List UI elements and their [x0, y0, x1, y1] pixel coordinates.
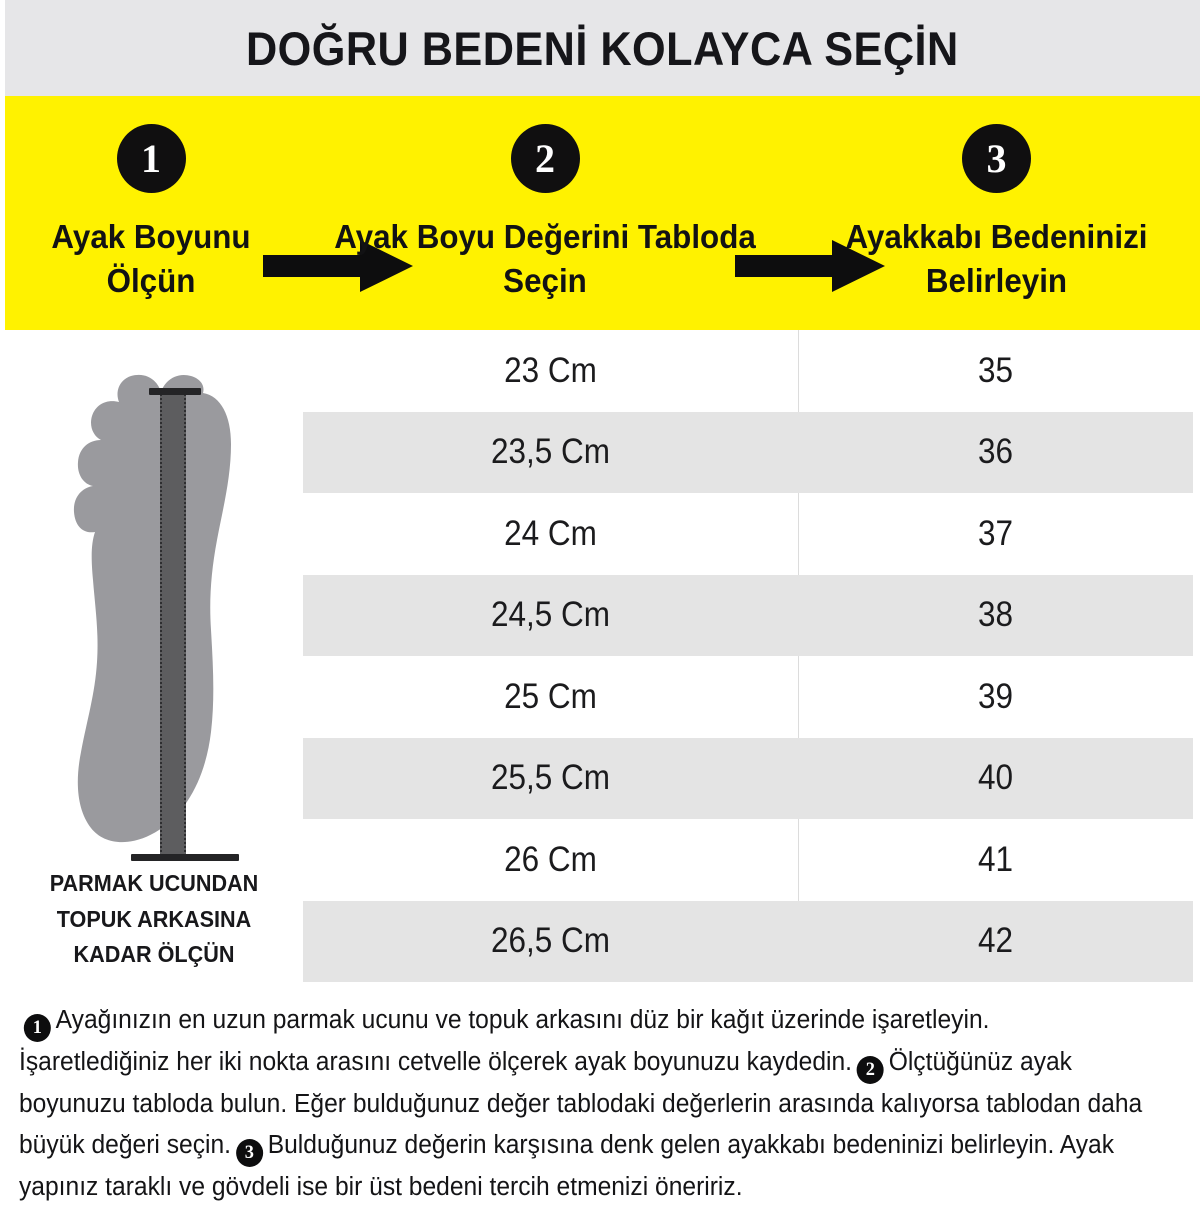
- table-row: 26,5 Cm 42: [303, 900, 1193, 983]
- cell-shoe-size: 39: [977, 676, 1014, 716]
- page-title: DOĞRU BEDENİ KOLAYCA SEÇİN: [246, 21, 959, 75]
- cell-foot-length: 23 Cm: [504, 350, 597, 390]
- size-table: 23 Cm 35 23,5 Cm 36 24 Cm 37 24,5 Cm 38 25 Cm 39 2…: [303, 330, 1193, 982]
- instruction-text-1: Ayağınızın en uzun parmak ucunu ve topuk…: [19, 1006, 990, 1076]
- table-row: 26 Cm 41: [303, 819, 1193, 901]
- instruction-badge-1: 1: [23, 1014, 51, 1042]
- measure-cap-top: [149, 388, 201, 395]
- column-divider: [798, 575, 799, 657]
- cell-shoe-size: 41: [977, 839, 1014, 879]
- page-header: DOĞRU BEDENİ KOLAYCA SEÇİN: [5, 0, 1200, 96]
- steps-band: 1 Ayak Boyunu Ölçün 2 Ayak Boyu Değerini…: [5, 96, 1200, 330]
- column-divider: [798, 738, 799, 820]
- foot-caption-line-2: TOPUK ARKASINA: [56, 905, 252, 932]
- column-divider: [798, 330, 799, 412]
- column-divider: [798, 493, 799, 575]
- step-3-badge: 3: [962, 124, 1031, 193]
- cell-shoe-size: 37: [977, 513, 1014, 553]
- footprint-icon: [73, 374, 231, 843]
- step-2-label: Ayak Boyu Değerini Tabloda Seçin: [334, 218, 756, 299]
- cell-shoe-size: 42: [977, 921, 1014, 961]
- instruction-badge-2: 2: [856, 1056, 884, 1084]
- table-row: 25 Cm 39: [303, 656, 1193, 738]
- cell-foot-length: 23,5 Cm: [490, 432, 611, 472]
- table-row: 24 Cm 37: [303, 493, 1193, 575]
- measure-cap-bottom: [131, 854, 239, 861]
- foot-caption-line-1: PARMAK UCUNDAN: [49, 870, 259, 896]
- cell-shoe-size: 36: [977, 432, 1014, 472]
- cell-shoe-size: 35: [977, 350, 1014, 390]
- step-1-badge: 1: [116, 124, 186, 193]
- column-divider: [798, 901, 799, 983]
- instruction-text-2: Ölçtüğünüz ayak boyunuzu tabloda bulun. …: [19, 1048, 1143, 1160]
- table-row: 23,5 Cm 36: [303, 411, 1193, 494]
- instruction-badge-3: 3: [235, 1139, 263, 1168]
- cell-shoe-size: 38: [977, 595, 1014, 635]
- foot-diagram: PARMAK UCUNDAN TOPUK ARKASINA KADAR ÖLÇÜ…: [5, 330, 303, 982]
- arrow-right-icon: [735, 240, 885, 292]
- cell-foot-length: 25 Cm: [504, 676, 597, 716]
- step-1: 1 Ayak Boyunu Ölçün: [5, 96, 297, 330]
- foot-caption: PARMAK UCUNDAN TOPUK ARKASINA KADAR ÖLÇÜ…: [14, 866, 294, 973]
- instructions-panel: 1 Ayağınızın en uzun parmak ucunu ve topu…: [5, 982, 1200, 1217]
- step-1-label: Ayak Boyunu Ölçün: [51, 218, 251, 299]
- step-2: 2 Ayak Boyu Değerini Tabloda Seçin: [297, 96, 793, 330]
- cell-foot-length: 24 Cm: [504, 513, 597, 553]
- table-row: 24,5 Cm 38: [303, 574, 1193, 657]
- column-divider: [798, 656, 799, 738]
- instruction-text-3: Bulduğunuz değerin karşısına denk gelen …: [19, 1131, 1115, 1202]
- step-3-label: Ayakkabı Bedeninizi Belirleyin: [845, 218, 1148, 299]
- footprint-measure-icon: [53, 358, 243, 861]
- step-3: 3 Ayakkabı Bedeninizi Belirleyin: [793, 96, 1200, 330]
- table-row: 25,5 Cm 40: [303, 737, 1193, 820]
- column-divider: [798, 412, 799, 494]
- cell-foot-length: 26 Cm: [504, 839, 597, 879]
- main-content: PARMAK UCUNDAN TOPUK ARKASINA KADAR ÖLÇÜ…: [5, 330, 1200, 982]
- foot-caption-line-3: KADAR ÖLÇÜN: [73, 941, 235, 968]
- cell-shoe-size: 40: [977, 758, 1014, 798]
- arrow-right-icon: [263, 240, 413, 292]
- cell-foot-length: 25,5 Cm: [490, 758, 611, 798]
- column-divider: [798, 819, 799, 901]
- cell-foot-length: 26,5 Cm: [490, 921, 611, 961]
- cell-foot-length: 24,5 Cm: [490, 595, 611, 635]
- table-row: 23 Cm 35: [303, 330, 1193, 412]
- instructions-paragraph: 1 Ayağınızın en uzun parmak ucunu ve topu…: [19, 1000, 1143, 1209]
- measure-strip: [160, 394, 186, 856]
- step-2-badge: 2: [510, 124, 580, 193]
